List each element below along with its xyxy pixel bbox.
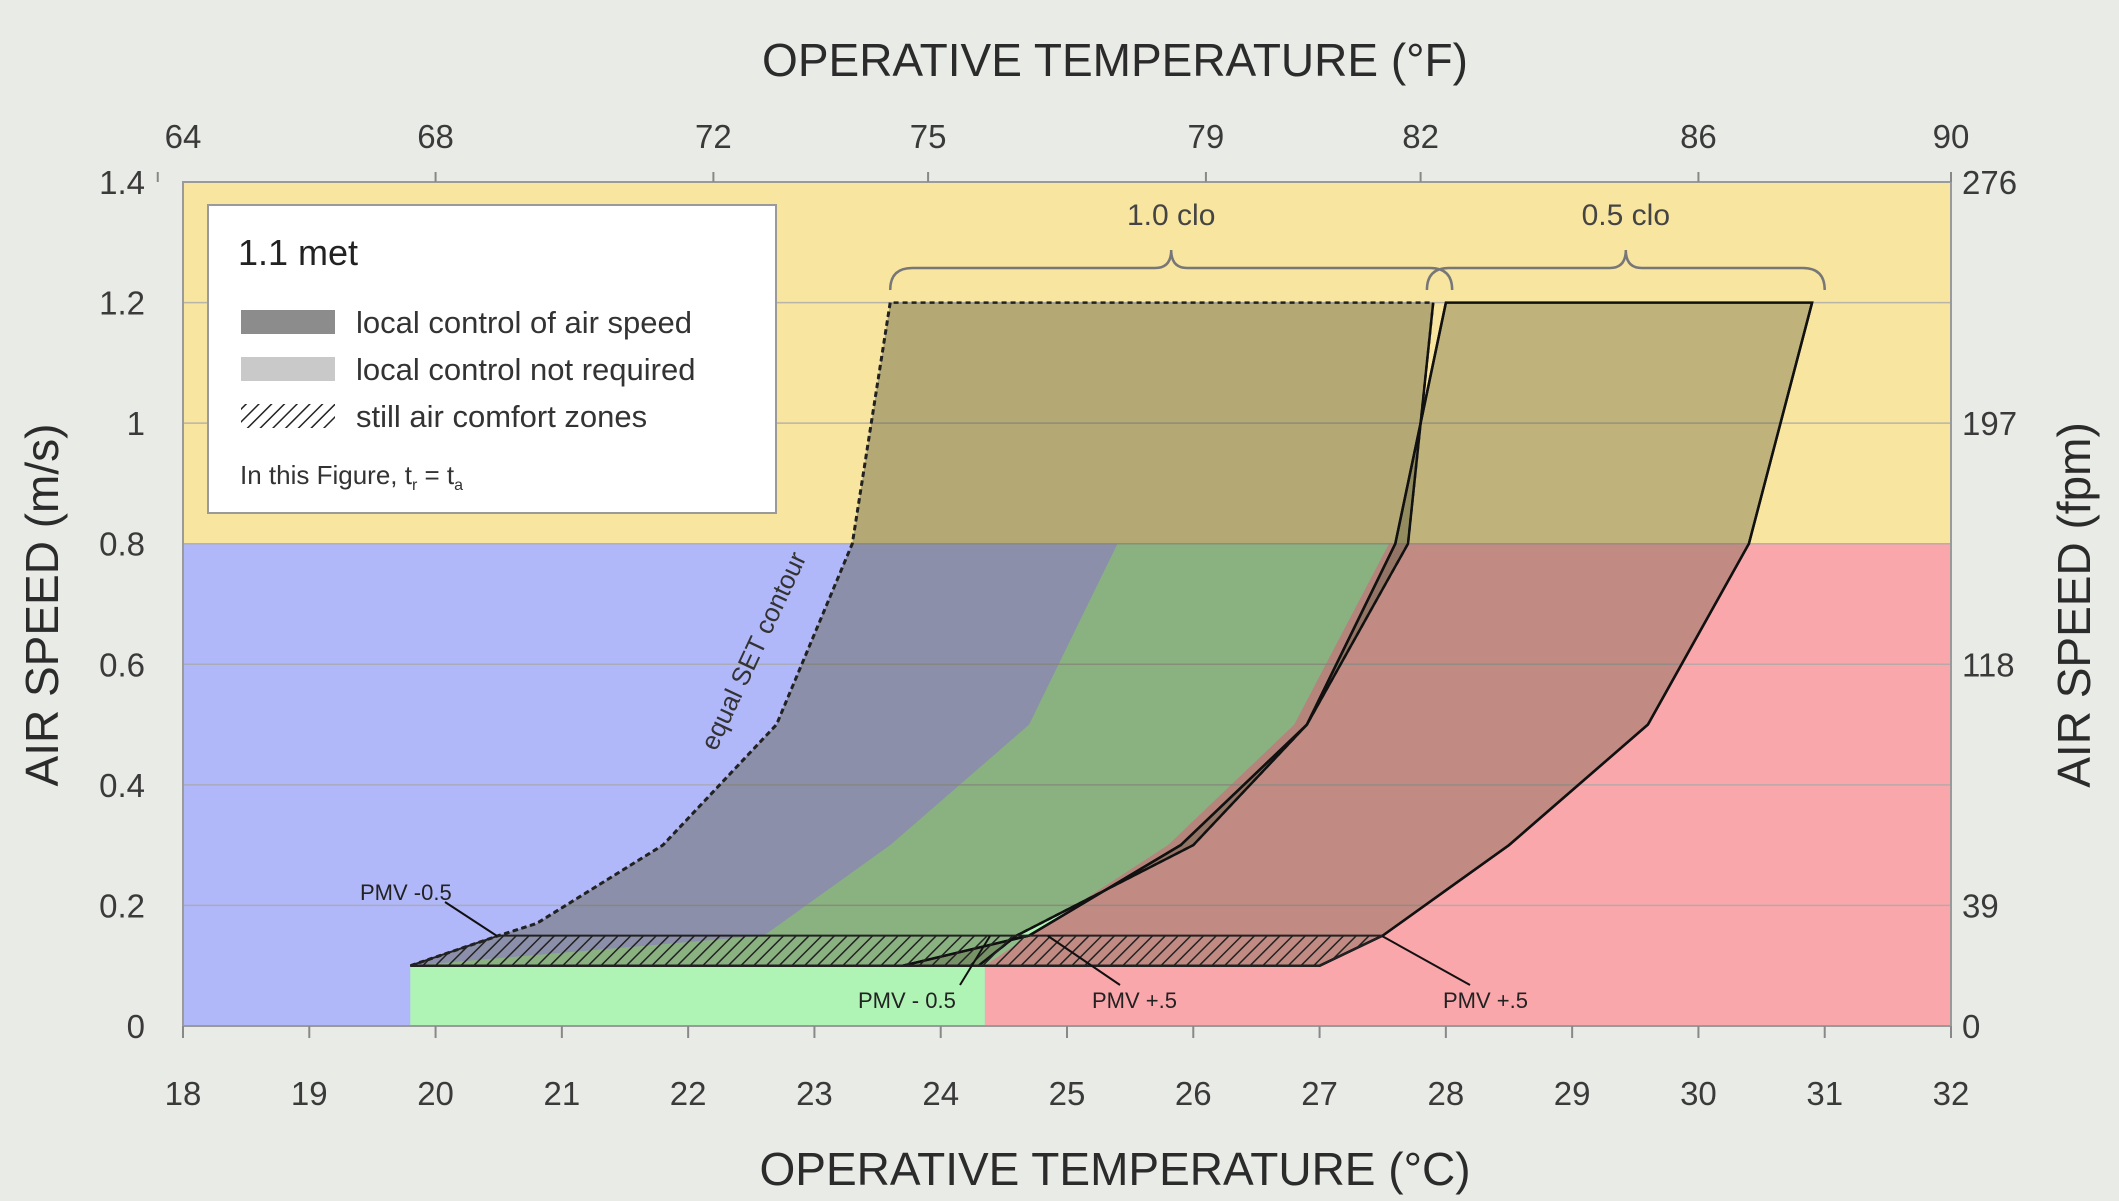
y-tick-label-2: 0.4 [99,767,145,804]
y-tick-label-3: 0.6 [99,646,145,683]
annotation-pmv-plus-mid: PMV +.5 [1092,988,1177,1013]
x2-tick-label-1: 68 [417,118,454,155]
x-tick-label-14: 32 [1933,1075,1970,1112]
x-tick-label-4: 22 [670,1075,707,1112]
y-tick-label-5: 1 [127,405,145,442]
y-tick-label-7: 1.4 [99,164,145,201]
x-tick-label-9: 27 [1301,1075,1338,1112]
y-axis-title: AIR SPEED (m/s) [16,424,68,787]
x-axis-title: OPERATIVE TEMPERATURE (°C) [759,1143,1470,1195]
y-tick-label-4: 0.8 [99,526,145,563]
legend-swatch-dark [241,310,335,334]
axes [156,172,1952,1038]
x-tick-label-10: 28 [1427,1075,1464,1112]
x-tick-label-8: 26 [1175,1075,1212,1112]
clo-label-0-5: 0.5 clo [1582,199,1670,232]
x-tick-label-7: 25 [1049,1075,1086,1112]
legend-item-still-air: still air comfort zones [356,399,647,434]
x2-tick-label-7: 90 [1933,118,1970,155]
x-tick-label-12: 30 [1680,1075,1717,1112]
annotation-pmv-minus-left: PMV -0.5 [360,880,452,905]
x-tick-label-5: 23 [796,1075,833,1112]
annotation-pmv-plus-right: PMV +.5 [1443,988,1528,1013]
x2-tick-label-2: 72 [695,118,732,155]
x-tick-label-13: 31 [1806,1075,1843,1112]
y-tick-label-0: 0 [127,1008,145,1045]
y2-axis-title: AIR SPEED (fpm) [2048,422,2100,788]
y2-tick-label-2: 118 [1962,646,2015,683]
x2-axis-title: OPERATIVE TEMPERATURE (°F) [762,34,1468,86]
still-air-zone [409,934,1384,967]
annotation-pmv-minus-left-arrow [444,901,498,937]
legend-item-local-control: local control of air speed [356,305,692,340]
tick-labels: 18 19 20 21 22 23 24 25 26 27 28 29 30 31 32 64 68 72 75 79… [99,118,2017,1112]
y2-tick-label-1: 39 [1962,887,1999,924]
legend-swatch-light [241,357,335,381]
x-tick-label-11: 29 [1554,1075,1591,1112]
y2-tick-label-0: 0 [1962,1008,1980,1045]
x-tick-label-2: 20 [417,1075,454,1112]
x2-tick-label-3: 75 [910,118,947,155]
annotation-pmv-minus-mid-arrow [959,935,991,986]
x2-tick-label-0: 64 [165,118,202,155]
x-tick-label-1: 19 [291,1075,328,1112]
legend-swatch-hatched [241,404,335,428]
x2-tick-label-4: 79 [1188,118,1225,155]
annotation-pmv-plus-mid-arrow [1047,935,1121,986]
x-tick-label-6: 24 [922,1075,959,1112]
y-tick-label-1: 0.2 [99,887,145,924]
x-tick-label-3: 21 [543,1075,580,1112]
x2-tick-label-5: 82 [1402,118,1439,155]
legend-item-not-required: local control not required [356,352,695,387]
y2-tick-label-4: 276 [1962,164,2017,201]
legend-title: 1.1 met [238,232,358,273]
clo-label-1-0: 1.0 clo [1127,199,1215,232]
y-tick-label-6: 1.2 [99,285,145,322]
brace-0-5-clo [1425,249,1826,291]
legend-note: In this Figure, tr = ta [240,460,463,494]
y2-tick-label-3: 197 [1962,405,2017,442]
x2-tick-label-6: 86 [1680,118,1717,155]
annotation-pmv-minus-mid: PMV - 0.5 [858,988,956,1013]
annotations: PMV -0.5 PMV - 0.5 PMV +.5 PMV +.5 1.0 clo 0.… [360,199,1826,1013]
x-tick-label-0: 18 [165,1075,202,1112]
annotation-pmv-plus-right-arrow [1381,935,1471,986]
legend: 1.1 met local control of air speed local… [207,204,777,514]
